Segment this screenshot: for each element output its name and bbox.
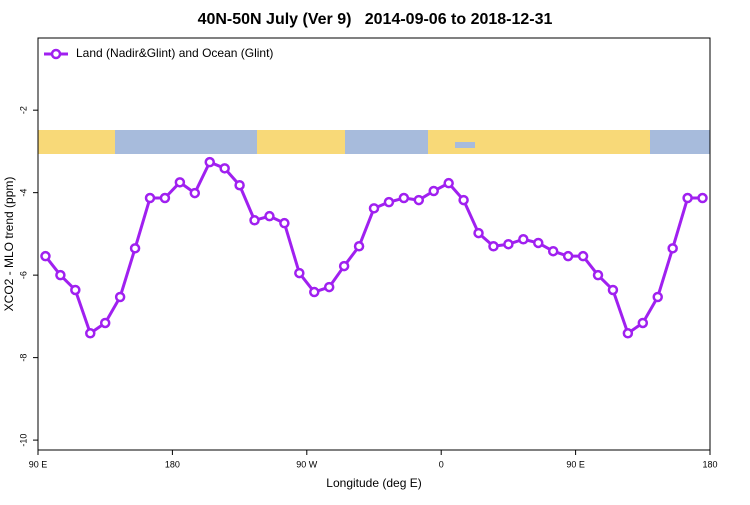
chart-title: 40N-50N July (Ver 9) 2014-09-06 to 2018-… [198, 11, 553, 28]
data-point [607, 284, 619, 296]
data-point [114, 291, 126, 303]
data-point [144, 192, 156, 204]
data-point [413, 194, 425, 206]
data-point [503, 238, 514, 250]
x-tick-label: 90 E [29, 459, 48, 469]
data-point [129, 243, 141, 254]
legend-label: Land (Nadir&Glint) and Ocean (Glint) [76, 46, 273, 60]
data-point [458, 194, 469, 206]
y-tick-label: -2 [18, 106, 28, 114]
land [38, 130, 115, 154]
y-tick-label: -8 [18, 354, 28, 362]
data-point [85, 328, 96, 339]
data-point [547, 245, 559, 257]
data-point [219, 163, 230, 174]
y-tick-label: -4 [18, 189, 28, 197]
data-point [383, 196, 395, 208]
data-point [264, 210, 275, 222]
land [257, 130, 345, 154]
x-tick-label: 90 E [566, 459, 585, 469]
map-strip [38, 130, 710, 154]
x-axis-label: Longitude (deg E) [326, 476, 421, 490]
data-point [338, 260, 350, 272]
data-point [323, 281, 335, 293]
data-point [577, 250, 589, 262]
plot-frame [37, 37, 711, 451]
data-point [562, 250, 574, 262]
ocean [345, 130, 359, 136]
y-tick-label: -10 [18, 434, 28, 447]
data-point [204, 156, 215, 168]
y-axis-label: XCO2 - MLO trend (ppm) [2, 177, 16, 312]
data-point [309, 286, 320, 298]
data-point [637, 317, 649, 329]
data-point [667, 243, 678, 254]
data-point [40, 250, 51, 262]
x-tick-label: 180 [702, 459, 717, 469]
data-point [368, 203, 380, 214]
data-point [518, 234, 529, 245]
data-point [443, 177, 454, 189]
data-point [174, 177, 186, 188]
data-point [697, 192, 708, 204]
data-point [279, 217, 290, 229]
ocean [455, 142, 475, 148]
data-point [55, 269, 66, 281]
data-point [234, 179, 245, 191]
data-point [652, 291, 663, 303]
x-tick-label: 0 [439, 459, 444, 469]
data-point [488, 241, 499, 252]
data-point [249, 215, 260, 226]
data-point [294, 267, 305, 279]
data-line [44, 160, 703, 335]
data-point [473, 227, 484, 239]
data-point [622, 328, 634, 339]
data-point [353, 241, 365, 252]
legend-marker [50, 48, 62, 60]
data-point [428, 185, 439, 197]
y-tick-label: -6 [18, 271, 28, 279]
data-point [99, 317, 111, 329]
data-point [70, 284, 81, 296]
data-point [682, 192, 693, 204]
x-tick-label: 180 [165, 459, 180, 469]
data-point [398, 192, 410, 204]
data-point [189, 187, 201, 199]
legend: Land (Nadir&Glint) and Ocean (Glint) [44, 46, 273, 60]
data-point [533, 237, 544, 249]
x-tick-label: 90 W [296, 459, 318, 469]
data-point [592, 269, 604, 281]
data-point [159, 192, 171, 204]
